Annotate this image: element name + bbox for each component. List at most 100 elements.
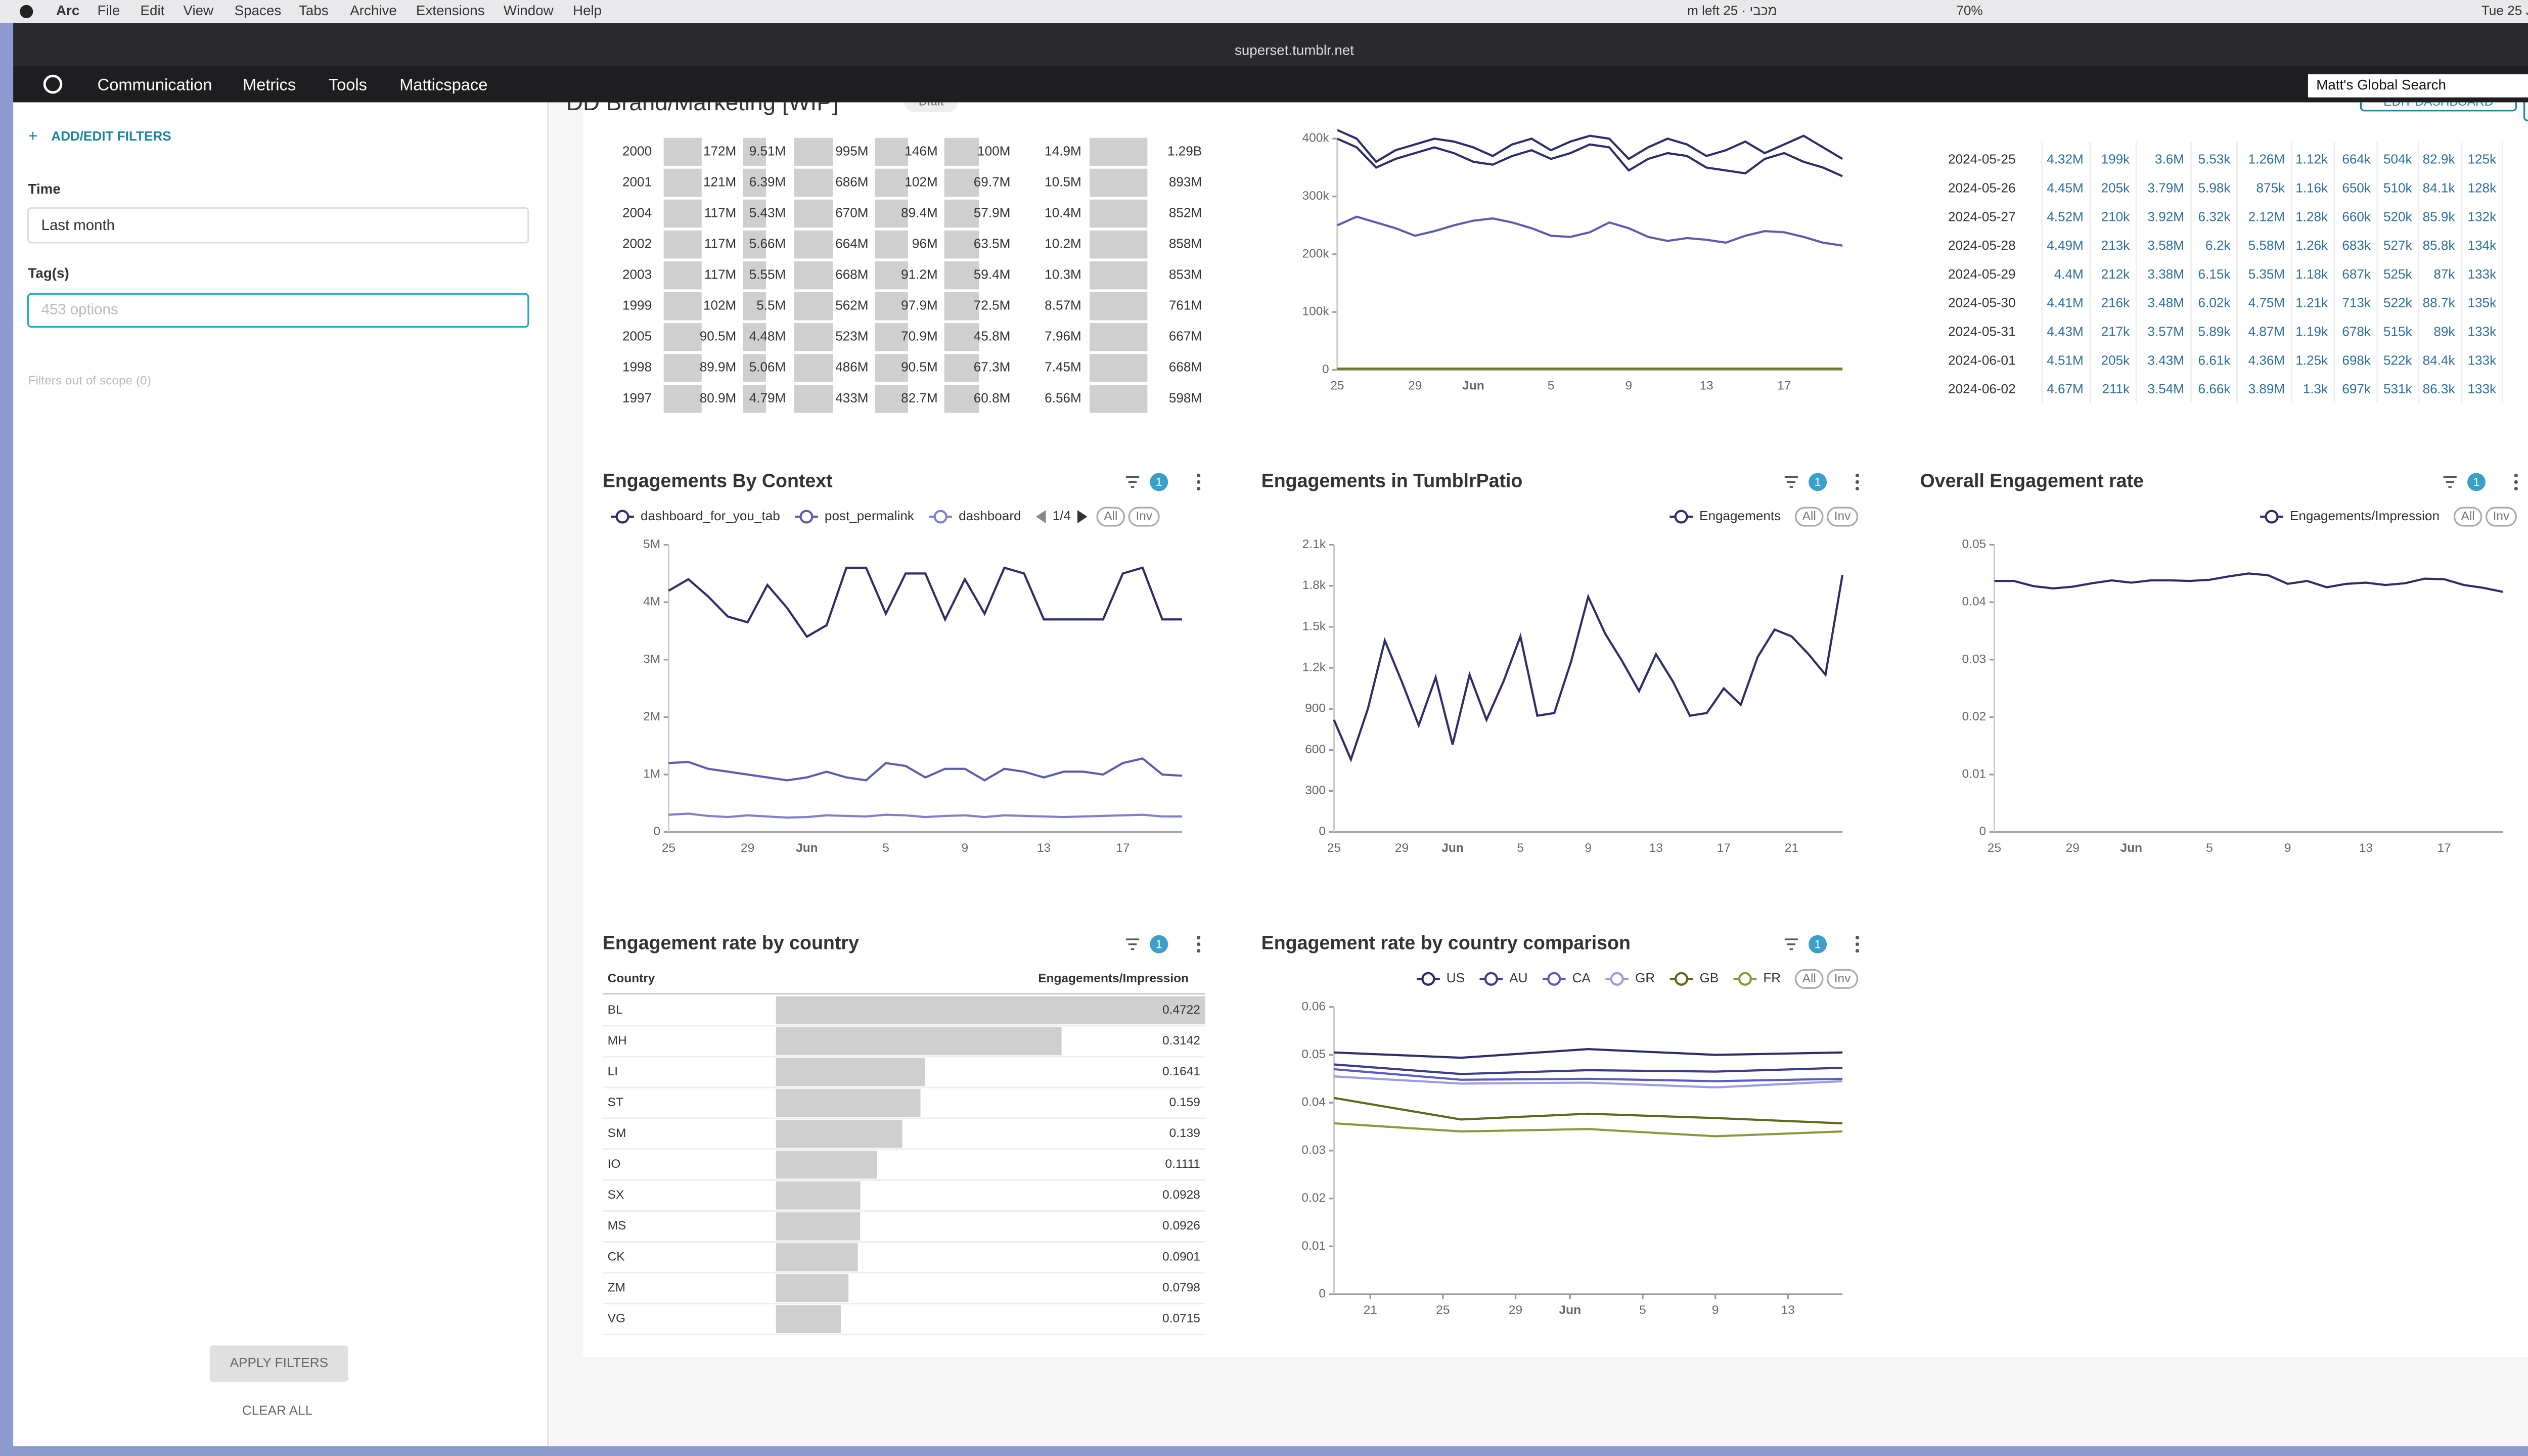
filter-icon[interactable] xyxy=(1125,938,1140,950)
cell-bar xyxy=(794,168,833,197)
x-tick-label: Jun xyxy=(1559,1303,1582,1317)
table-cell: 14.9M xyxy=(1045,143,1081,158)
legend-button[interactable] xyxy=(1096,507,1125,527)
legend-label[interactable]: US xyxy=(1447,970,1465,985)
menu-dot[interactable] xyxy=(1855,486,1860,491)
filter-badge[interactable] xyxy=(1809,935,1827,953)
search-box[interactable] xyxy=(2308,74,2528,98)
filter-count: 1 xyxy=(1156,937,1162,950)
nav-item[interactable]: Metrics xyxy=(243,75,296,94)
x-tick-label: 25 xyxy=(1330,379,1344,393)
filter-badge[interactable] xyxy=(1809,473,1827,491)
menu-dot[interactable] xyxy=(1855,473,1860,477)
legend-label[interactable]: CA xyxy=(1572,970,1591,985)
bar xyxy=(776,1243,858,1271)
filter-icon[interactable] xyxy=(1784,938,1798,950)
menu-item[interactable]: Help xyxy=(573,3,602,18)
tags-input[interactable] xyxy=(27,293,529,328)
menu-item[interactable]: Extensions xyxy=(416,3,485,18)
menu-item[interactable]: Spaces xyxy=(235,3,282,18)
page-prev[interactable] xyxy=(1035,510,1046,524)
menu-item[interactable]: View xyxy=(183,3,214,18)
legend-label[interactable]: GB xyxy=(1699,970,1719,985)
legend-button[interactable] xyxy=(2485,507,2517,527)
logo[interactable] xyxy=(43,74,63,94)
legend-button[interactable] xyxy=(1827,507,1859,527)
clear-all[interactable]: CLEAR ALL xyxy=(242,1403,312,1418)
table-cell: 5.5M xyxy=(756,298,786,313)
filter-badge[interactable] xyxy=(1150,473,1168,491)
table-cell: 3.48M xyxy=(2147,295,2184,310)
menu-dot[interactable] xyxy=(1197,936,1201,940)
edit-text: EDIT DASHBOARD xyxy=(2383,95,2493,109)
filter-badge[interactable] xyxy=(2467,473,2486,491)
menu-dot[interactable] xyxy=(1855,949,1860,953)
table-cell: 664k xyxy=(2342,152,2371,167)
menu-item[interactable]: Arc xyxy=(56,3,79,18)
table-cell: 3.92M xyxy=(2147,209,2184,224)
legend-button[interactable] xyxy=(1827,969,1859,989)
filter-count: 1 xyxy=(1156,475,1162,488)
out-of-scope[interactable]: Filters out of scope (0) xyxy=(28,374,151,388)
table-cell: 6.61k xyxy=(2198,352,2231,368)
menu-dot[interactable] xyxy=(1197,942,1201,946)
filter-icon[interactable] xyxy=(1784,476,1798,488)
legend-button[interactable] xyxy=(1794,507,1824,527)
legend-label[interactable]: Engagements/Impression xyxy=(2290,508,2440,523)
legend-button[interactable] xyxy=(1794,969,1824,989)
legend-label[interactable]: dashboard xyxy=(959,508,1021,523)
table-cell: 70.9M xyxy=(901,329,938,344)
nav-item[interactable]: Matticspace xyxy=(399,75,487,94)
menu-item[interactable]: Window xyxy=(504,3,554,18)
apple-icon[interactable] xyxy=(20,5,33,18)
menu-dot[interactable] xyxy=(1197,473,1201,477)
legend-label[interactable]: post_permalink xyxy=(825,508,915,523)
cell-bar xyxy=(743,323,766,351)
menu-item[interactable]: Tabs xyxy=(299,3,329,18)
legend-label[interactable]: GR xyxy=(1635,970,1655,985)
table-cell: 858M xyxy=(1169,236,1202,251)
legend-label[interactable]: Engagements xyxy=(1699,508,1781,523)
legend-label[interactable]: dashboard_for_you_tab xyxy=(641,508,780,523)
table-cell: 433M xyxy=(835,390,868,405)
table-cell: 4.4M xyxy=(2054,266,2084,282)
filter-icon[interactable] xyxy=(2443,476,2457,488)
menu-dot[interactable] xyxy=(1197,480,1201,484)
menu-dot[interactable] xyxy=(1855,480,1860,484)
legend-label[interactable]: AU xyxy=(1509,970,1527,985)
menu-dot[interactable] xyxy=(1855,936,1860,940)
menu-dot[interactable] xyxy=(2514,480,2518,484)
x-tick-label: 9 xyxy=(962,841,969,855)
table-cell: 1998 xyxy=(622,359,652,375)
series-line xyxy=(1337,138,1843,177)
edit-button[interactable] xyxy=(2360,87,2517,112)
filter-badge[interactable] xyxy=(1150,935,1168,953)
nav-item[interactable]: Communication xyxy=(98,75,212,94)
filter-icon[interactable] xyxy=(1125,476,1140,488)
x-tick-label: 9 xyxy=(2284,841,2291,855)
apply-button[interactable] xyxy=(209,1345,348,1382)
bar xyxy=(776,1150,877,1179)
nav-item[interactable]: Tools xyxy=(329,75,367,94)
table-cell: 86.3k xyxy=(2423,381,2456,396)
menu-dot[interactable] xyxy=(2514,486,2518,491)
menu-dot[interactable] xyxy=(1197,949,1201,953)
menu-dot[interactable] xyxy=(2514,473,2518,477)
time-input[interactable] xyxy=(27,207,529,244)
menu-dot[interactable] xyxy=(1197,486,1201,491)
add-filters[interactable]: ADD/EDIT FILTERS xyxy=(51,128,171,144)
table-cell: 598M xyxy=(1169,390,1202,405)
url[interactable]: superset.tumblr.net xyxy=(1235,42,1354,58)
menu-dot[interactable] xyxy=(1855,942,1860,946)
page-next[interactable] xyxy=(1077,510,1088,524)
menu-item[interactable]: Edit xyxy=(141,3,165,18)
more-button[interactable] xyxy=(2523,87,2528,121)
cell-bar xyxy=(794,199,833,228)
menu-item[interactable]: Archive xyxy=(350,3,397,18)
bar xyxy=(776,1119,902,1148)
cell-bar xyxy=(663,261,702,290)
legend-button[interactable] xyxy=(1128,507,1160,527)
legend-label[interactable]: FR xyxy=(1763,970,1781,985)
legend-button[interactable] xyxy=(2453,507,2482,527)
menu-item[interactable]: File xyxy=(98,3,120,18)
